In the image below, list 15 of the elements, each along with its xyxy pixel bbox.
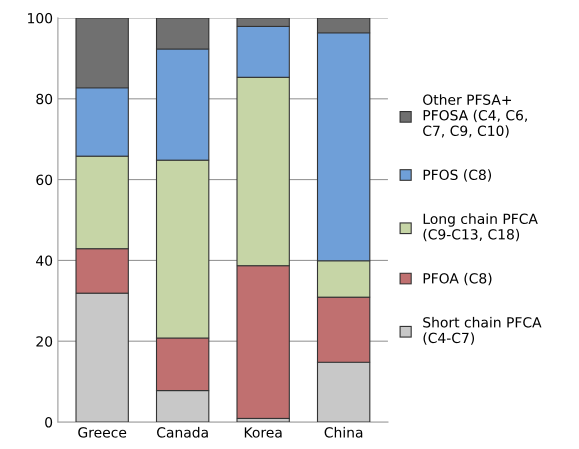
y-tick-label: 0 — [45, 417, 52, 428]
y-tick-label: 40 — [36, 255, 52, 266]
legend-label: Short chain PFCA (C4-C7) — [423, 316, 542, 345]
y-tick-label: 20 — [36, 336, 52, 347]
x-tick-label: Korea — [244, 427, 282, 438]
y-tick-label: 60 — [36, 174, 52, 186]
legend-label: Long chain PFCA (C9-C13, C18) — [424, 213, 538, 242]
legend-label: Other PFSA+ PFOSA (C4, C6, C7, C9, C10) — [423, 94, 527, 138]
y-tick-label: 80 — [36, 94, 52, 104]
y-tick-label: 100 — [28, 12, 52, 24]
legend-label: PFOA (C8) — [424, 272, 492, 286]
x-tick-label: China — [324, 426, 362, 438]
legend-label: PFOS (C8) — [424, 169, 492, 182]
x-tick-label: Canada — [157, 426, 208, 438]
x-tick-label: Greece — [78, 427, 126, 438]
